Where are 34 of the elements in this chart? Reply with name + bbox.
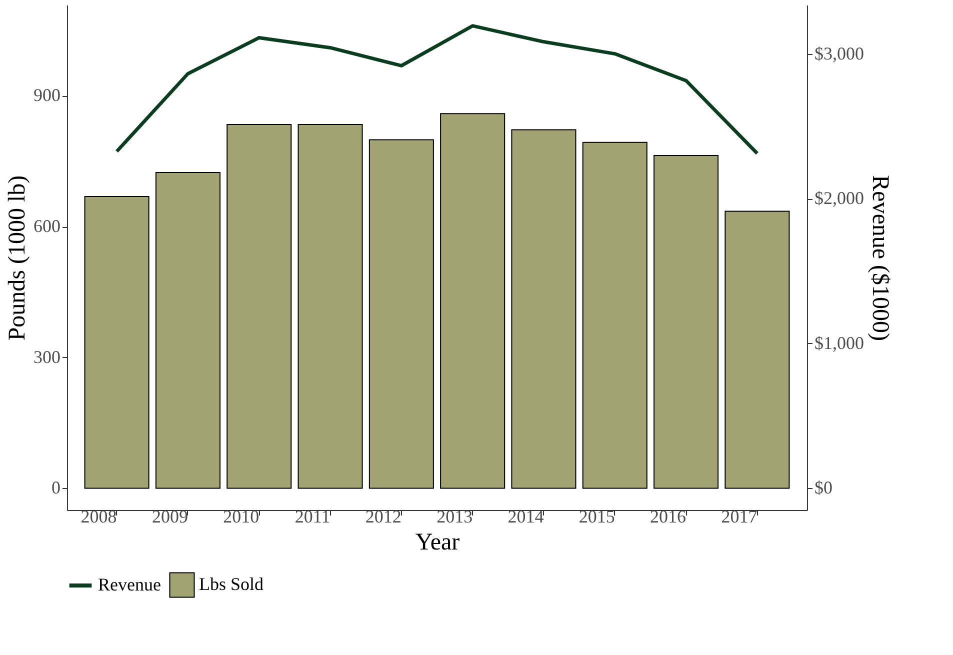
y2-tick-label: $2,000: [814, 188, 864, 208]
bar: [226, 124, 292, 489]
y2-axis-title: Revenue ($1000): [867, 175, 893, 341]
bar: [440, 113, 506, 489]
x-axis-title: Year: [415, 530, 460, 556]
bar: [84, 196, 150, 489]
y-axis-title: Pounds (1000 lb): [4, 175, 30, 341]
bar: [724, 210, 790, 489]
legend-label: Lbs Sold: [199, 574, 264, 594]
y-tick-label: 300: [34, 346, 60, 367]
bar: [368, 139, 434, 489]
x-tick-label: 2017: [721, 506, 758, 526]
y-tick-label: 600: [34, 216, 60, 236]
legend-label: Revenue: [98, 574, 161, 594]
bar: [654, 154, 719, 489]
x-tick-label: 2011: [294, 506, 330, 526]
bar: [582, 142, 648, 489]
bar: [298, 124, 363, 489]
bar: [511, 129, 576, 489]
x-tick-label: 2012: [365, 506, 402, 526]
bar: [155, 172, 220, 489]
y2-tick-label: $0: [814, 478, 832, 498]
x-tick-label: 2013: [436, 506, 473, 526]
y-tick-label: 900: [34, 85, 60, 106]
y-tick-label: 0: [52, 478, 60, 498]
x-tick-label: 2016: [650, 506, 686, 526]
y2-tick-label: $1,000: [814, 332, 864, 353]
x-tick-label: 2009: [152, 506, 188, 526]
x-tick-label: 2008: [80, 506, 117, 526]
line-series: [115, 24, 759, 156]
x-tick-label: 2010: [223, 506, 260, 526]
y2-tick-label: $3,000: [814, 43, 864, 64]
x-tick-label: 2014: [508, 506, 544, 526]
x-tick-label: 2015: [578, 506, 615, 526]
